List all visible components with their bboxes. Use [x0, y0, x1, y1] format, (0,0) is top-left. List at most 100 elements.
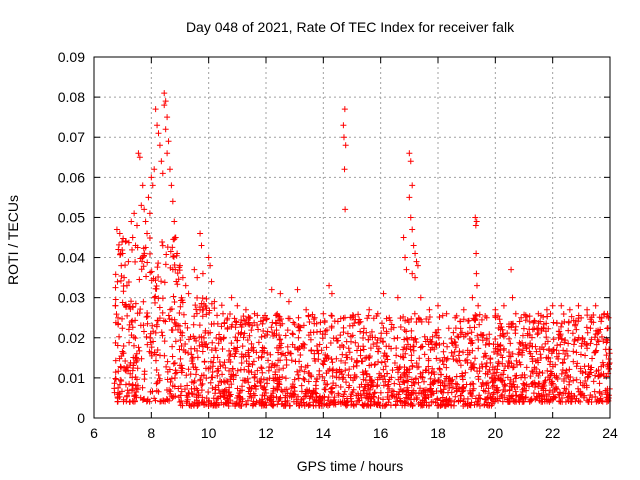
- data-point: [147, 330, 154, 337]
- data-point: [483, 335, 490, 342]
- data-point: [198, 300, 205, 307]
- data-point: [156, 315, 163, 322]
- data-point: [191, 391, 198, 398]
- data-point: [408, 327, 415, 334]
- data-point: [350, 363, 357, 370]
- data-point: [538, 385, 545, 392]
- data-point: [133, 355, 140, 362]
- data-point: [365, 381, 372, 388]
- data-point: [387, 402, 394, 409]
- data-point: [483, 352, 490, 359]
- data-point: [362, 377, 369, 384]
- data-point: [409, 362, 416, 369]
- data-point: [123, 398, 130, 405]
- data-point: [264, 328, 271, 335]
- data-point: [296, 367, 303, 374]
- data-point: [140, 328, 147, 335]
- data-point: [259, 369, 266, 376]
- data-point: [570, 377, 577, 384]
- data-point: [417, 402, 424, 409]
- data-point: [403, 366, 410, 373]
- data-point: [272, 369, 279, 376]
- data-point: [443, 364, 450, 371]
- data-point: [239, 343, 246, 350]
- data-point: [515, 351, 522, 358]
- data-point: [245, 353, 252, 360]
- data-point: [548, 379, 555, 386]
- data-point: [470, 361, 477, 368]
- data-point: [267, 351, 274, 358]
- data-point: [338, 368, 345, 375]
- data-point: [118, 262, 125, 269]
- data-point: [526, 318, 533, 325]
- data-point: [415, 389, 422, 396]
- data-point: [408, 357, 415, 364]
- data-point: [386, 385, 393, 392]
- data-point: [185, 366, 192, 373]
- data-point: [153, 321, 160, 328]
- data-point: [512, 310, 519, 317]
- data-point: [276, 366, 283, 373]
- data-point: [603, 398, 610, 405]
- data-point: [349, 314, 355, 321]
- data-point: [243, 358, 250, 365]
- data-point: [336, 344, 343, 351]
- data-point: [137, 394, 144, 401]
- data-point: [172, 338, 179, 345]
- data-point: [148, 344, 155, 351]
- data-point: [177, 355, 184, 362]
- data-point: [513, 392, 520, 399]
- data-point: [197, 230, 204, 237]
- data-point: [161, 90, 168, 97]
- data-point: [603, 389, 610, 396]
- data-point: [391, 360, 398, 367]
- data-point: [228, 294, 235, 301]
- data-point: [291, 384, 298, 391]
- data-point: [215, 386, 222, 393]
- data-point: [231, 315, 238, 322]
- data-point: [343, 338, 350, 345]
- data-point: [321, 393, 328, 400]
- data-point: [575, 302, 582, 309]
- data-point: [125, 258, 132, 265]
- data-point: [499, 354, 506, 361]
- data-point: [310, 329, 317, 336]
- data-point: [468, 364, 475, 371]
- data-point: [206, 397, 213, 404]
- data-point: [384, 356, 391, 363]
- data-point: [442, 397, 449, 404]
- data-point: [536, 397, 543, 404]
- data-point: [247, 390, 254, 397]
- data-point: [518, 314, 525, 321]
- data-point: [412, 274, 419, 281]
- data-point: [596, 314, 603, 321]
- data-point: [279, 350, 286, 357]
- data-point: [164, 150, 171, 157]
- data-point: [228, 381, 235, 388]
- data-point: [492, 306, 499, 313]
- data-point: [129, 304, 136, 311]
- data-point: [412, 375, 419, 382]
- data-point: [421, 333, 428, 340]
- data-point: [221, 320, 228, 327]
- data-point: [568, 313, 575, 320]
- data-point: [508, 321, 515, 328]
- data-point: [409, 182, 416, 189]
- data-point: [451, 348, 458, 355]
- data-point: [140, 396, 147, 403]
- data-point: [592, 393, 599, 400]
- data-point: [171, 261, 178, 268]
- data-point: [136, 154, 143, 161]
- data-point: [574, 360, 581, 367]
- data-point: [452, 344, 459, 351]
- data-point: [290, 331, 297, 338]
- data-point: [559, 359, 566, 366]
- data-point: [129, 374, 136, 381]
- data-point: [584, 374, 591, 381]
- data-point: [554, 342, 561, 349]
- data-point: [167, 388, 174, 395]
- data-point: [423, 316, 430, 323]
- data-point: [272, 375, 279, 382]
- data-point: [169, 343, 176, 350]
- data-point: [199, 380, 206, 387]
